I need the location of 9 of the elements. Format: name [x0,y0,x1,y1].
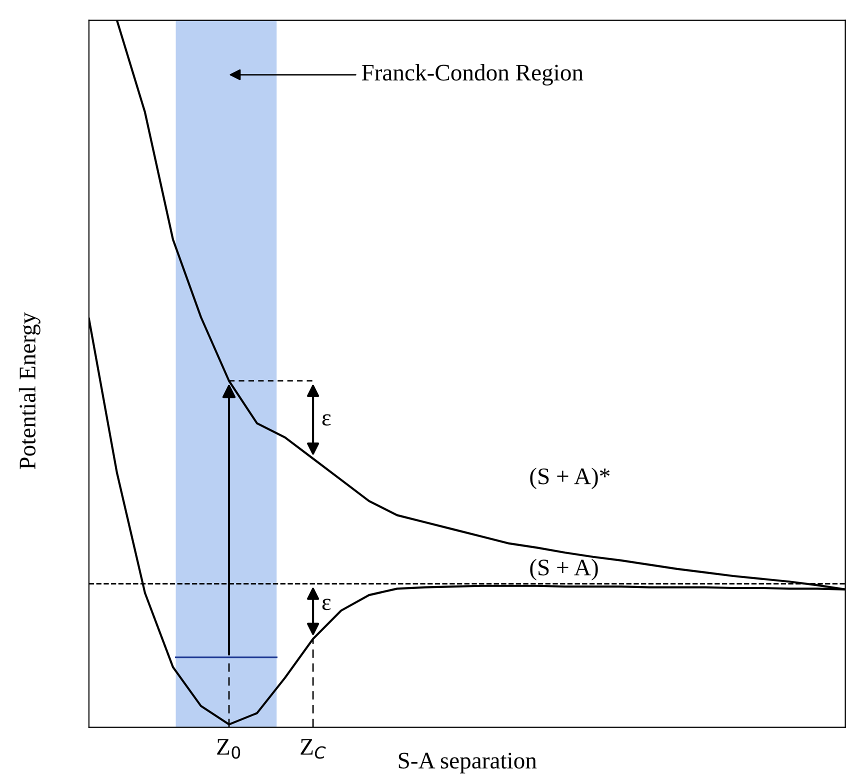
series-label: (S + A) [530,558,598,580]
x-tick-label: Z$_{0}$ [217,739,240,759]
annotation: Franck-Condon Region [362,64,584,86]
annotation: ε [322,414,331,426]
x-tick-label: Z$_{C}$ [300,739,326,759]
x-axis-title: S-A separation [398,752,537,774]
y-axis-title: Potential Energy [18,312,40,470]
annotation: ε [322,598,331,610]
text: (S + A)* [530,468,610,490]
